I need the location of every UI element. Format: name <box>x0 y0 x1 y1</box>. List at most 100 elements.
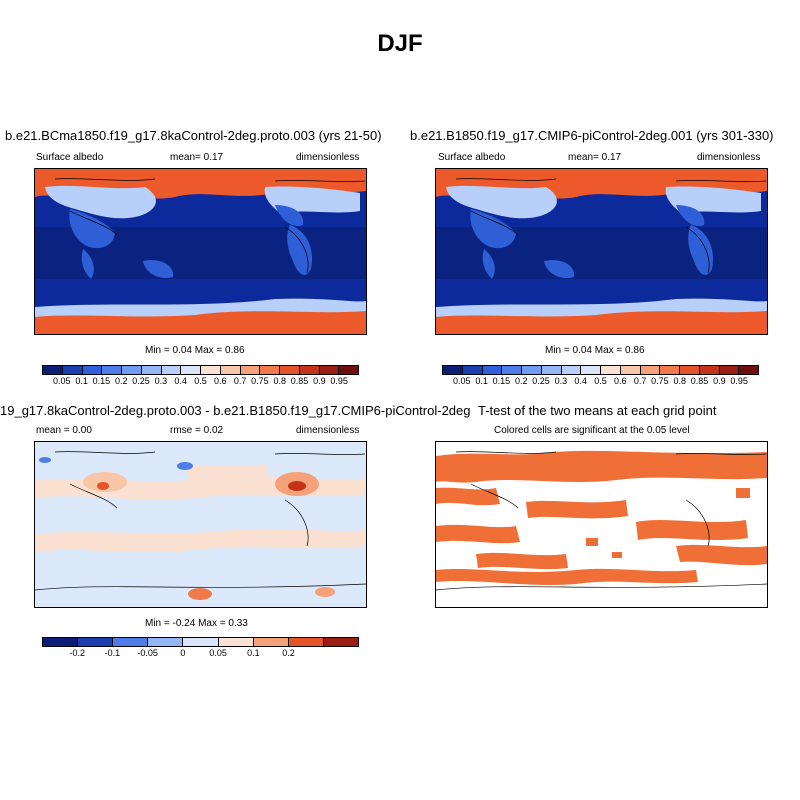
colorbar-case2-tick-label: 0.25 <box>532 376 550 386</box>
colorbar-difference-tick-label: 0 <box>180 648 186 658</box>
difference-map <box>35 442 366 607</box>
colorbar-case2-swatch <box>699 366 720 374</box>
map-case1 <box>34 168 367 335</box>
panel-subtitle-ttest: Colored cells are significant at the 0.0… <box>494 425 690 436</box>
colorbar-difference-swatch <box>43 638 79 646</box>
panel-rmse-label: rmse = 0.02 <box>170 425 224 436</box>
panel-units-label: dimensionless <box>296 425 360 436</box>
colorbar-case1-tick-label: 0.6 <box>214 376 227 386</box>
panel-mean-label: mean= 0.17 <box>170 152 224 163</box>
map-case2 <box>435 168 768 335</box>
colorbar-difference-swatch <box>148 638 184 646</box>
colorbar-ticks-difference: -0.2 -0.1 -0.05 0 0.05 0.1 0.2 <box>42 648 357 660</box>
colorbar-case2-tick-label: 0.8 <box>673 376 687 386</box>
colorbar-case1-swatch <box>280 366 300 374</box>
colorbar-case1-tick-label: 0.05 <box>53 376 71 386</box>
colorbar-case2-tick-label: 0.05 <box>453 376 471 386</box>
colorbar-case1-tick-label: 0.15 <box>92 376 111 386</box>
map-difference <box>34 441 367 608</box>
colorbar-case2-tick-label: 0.2 <box>514 376 528 386</box>
colorbar-case1-swatch <box>141 366 162 374</box>
colorbar-difference-swatch <box>113 638 149 646</box>
panel-units-label: dimensionless <box>697 152 761 163</box>
colorbar-ticks-case2: 0.05 0.1 0.15 0.2 0.25 0.3 0.4 0.5 0.6 0.7 0.75 0.8… <box>442 376 757 388</box>
colorbar-difference-tick-label: 0.1 <box>247 648 260 658</box>
colorbar-case1-tick-label: 0.25 <box>132 376 150 386</box>
colorbar-case1-tick-label: 0.8 <box>273 376 287 386</box>
colorbar-case2-swatch <box>660 366 680 374</box>
colorbar-case2 <box>442 365 759 375</box>
colorbar-case2-tick-label: 0.9 <box>713 376 726 386</box>
colorbar-case2-tick-label: 0.1 <box>475 376 488 386</box>
colorbar-difference <box>42 637 359 647</box>
colorbar-case2-tick-label: 0.6 <box>614 376 627 386</box>
colorbar-difference-swatch <box>323 638 358 646</box>
panel-title-difference: 19_g17.8kaControl-2deg.proto.003 - b.e21… <box>0 403 470 418</box>
colorbar-ticks-case1: 0.05 0.1 0.15 0.2 0.25 0.3 0.4 0.5 0.6 0.7 0.75 0.8… <box>42 376 357 388</box>
colorbar-case1-tick-label: 0.1 <box>75 376 88 386</box>
ttest-map <box>436 442 767 607</box>
colorbar-case2-swatch <box>601 366 621 374</box>
colorbar-difference-tick-label: 0.05 <box>209 648 227 658</box>
colorbar-difference-swatch <box>183 638 219 646</box>
colorbar-case1-swatch <box>299 366 320 374</box>
colorbar-case1-swatch <box>339 366 358 374</box>
panel-title-ttest: T-test of the two means at each grid poi… <box>478 403 717 418</box>
panel-mean-label: mean = 0.00 <box>36 425 92 436</box>
colorbar-case1-swatch <box>181 366 201 374</box>
colorbar-case2-swatch <box>502 366 522 374</box>
colorbar-case1-swatch <box>43 366 63 374</box>
colorbar-case1-swatch <box>62 366 83 374</box>
colorbar-case1-swatch <box>122 366 142 374</box>
colorbar-case2-tick-label: 0.85 <box>690 376 709 386</box>
colorbar-case2-swatch <box>482 366 503 374</box>
colorbar-difference-swatch <box>218 638 254 646</box>
colorbar-case1-swatch <box>260 366 280 374</box>
colorbar-difference-tick-label: 0.2 <box>282 648 295 658</box>
colorbar-case2-swatch <box>620 366 641 374</box>
panel-variable-label: Surface albedo <box>438 152 506 163</box>
colorbar-case1-tick-label: 0.3 <box>154 376 168 386</box>
colorbar-case1-tick-label: 0.75 <box>251 376 269 386</box>
panel-title-case2: b.e21.B1850.f19_g17.CMIP6-piControl-2deg… <box>410 128 774 143</box>
colorbar-difference-swatch <box>78 638 114 646</box>
colorbar-case2-swatch <box>541 366 562 374</box>
panel-units-label: dimensionless <box>296 152 360 163</box>
colorbar-case2-tick-label: 0.7 <box>633 376 647 386</box>
colorbar-case1-swatch <box>201 366 221 374</box>
colorbar-case2-swatch <box>561 366 582 374</box>
colorbar-case2-swatch <box>581 366 601 374</box>
colorbar-case2-swatch <box>640 366 661 374</box>
colorbar-case2-tick-label: 0.75 <box>651 376 669 386</box>
colorbar-difference-tick-label: -0.05 <box>137 648 158 658</box>
colorbar-case2-swatch <box>462 366 483 374</box>
colorbar-case2-swatch <box>443 366 463 374</box>
page-title: DJF <box>377 30 423 57</box>
panel-mean-label: mean= 0.17 <box>568 152 622 163</box>
panel-minmax: Min = 0.04 Max = 0.86 <box>545 345 645 356</box>
colorbar-case2-swatch <box>522 366 542 374</box>
colorbar-case1-swatch <box>240 366 261 374</box>
colorbar-difference-tick-label: -0.1 <box>104 648 121 658</box>
colorbar-case1-swatch <box>161 366 182 374</box>
colorbar-case1-tick-label: 0.7 <box>233 376 247 386</box>
colorbar-case2-swatch <box>680 366 700 374</box>
colorbar-case1-tick-label: 0.5 <box>194 376 207 386</box>
colorbar-case2-tick-label: 0.95 <box>730 376 748 386</box>
colorbar-case1-tick-label: 0.2 <box>114 376 128 386</box>
colorbar-difference-swatch <box>288 638 324 646</box>
colorbar-case1-swatch <box>102 366 122 374</box>
albedo-map-case2 <box>436 169 767 334</box>
colorbar-case1 <box>42 365 359 375</box>
colorbar-case1-tick-label: 0.4 <box>174 376 187 386</box>
colorbar-difference-tick-label: -0.2 <box>69 648 85 658</box>
albedo-map-case1 <box>35 169 366 334</box>
colorbar-case2-tick-label: 0.3 <box>554 376 568 386</box>
colorbar-case2-tick-label: 0.4 <box>574 376 587 386</box>
colorbar-difference-swatch <box>253 638 289 646</box>
colorbar-case1-tick-label: 0.95 <box>330 376 348 386</box>
colorbar-case2-tick-label: 0.5 <box>594 376 607 386</box>
map-ttest <box>435 441 768 608</box>
panel-title-case1: b.e21.BCma1850.f19_g17.8kaControl-2deg.p… <box>5 128 382 143</box>
colorbar-case2-tick-label: 0.15 <box>492 376 511 386</box>
